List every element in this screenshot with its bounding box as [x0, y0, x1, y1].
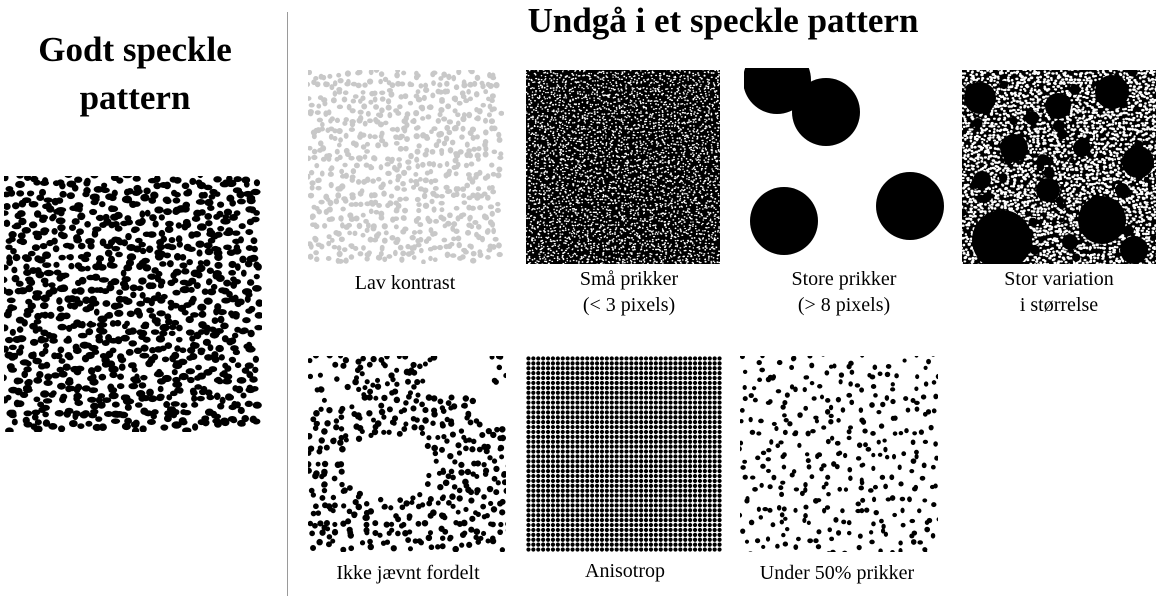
caption-small-dots: Små prikker (< 3 pixels) [524, 266, 734, 318]
caption-small-dots-line1: Små prikker [579, 268, 679, 290]
good-speckle-pattern-image [4, 176, 262, 432]
sparse-dots-pattern-image [740, 356, 938, 552]
size-variation-pattern-image [962, 70, 1156, 264]
caption-size-variation: Stor variation i størrelse [954, 266, 1156, 318]
caption-uneven: Ikke jævnt fordelt [303, 560, 513, 586]
caption-large-dots: Store prikker (> 8 pixels) [739, 266, 949, 318]
section-divider [287, 12, 288, 596]
small-dots-pattern-image [526, 70, 720, 264]
good-pattern-title: Godt speckle pattern [0, 26, 270, 122]
caption-anisotropic-line1: Anisotrop [585, 560, 665, 582]
caption-small-dots-line2: (< 3 pixels) [582, 294, 676, 316]
avoid-title: Undgå i et speckle pattern [527, 1, 919, 40]
good-pattern-title-line2: pattern [79, 78, 191, 117]
caption-size-variation-line2: i størrelse [1019, 294, 1099, 316]
anisotropic-pattern-image [526, 356, 722, 552]
caption-size-variation-line1: Stor variation [1004, 268, 1114, 290]
caption-anisotropic: Anisotrop [520, 558, 730, 584]
caption-large-dots-line2: (> 8 pixels) [797, 294, 891, 316]
uneven-distribution-pattern-image [308, 356, 506, 552]
caption-uneven-line1: Ikke jævnt fordelt [336, 562, 480, 584]
low-contrast-pattern-image [308, 70, 504, 264]
caption-low-contrast-line1: Lav kontrast [354, 272, 456, 294]
large-dots-pattern-image [744, 68, 944, 266]
caption-low-contrast: Lav kontrast [300, 270, 510, 296]
caption-sparse-line1: Under 50% prikker [759, 562, 915, 584]
caption-large-dots-line1: Store prikker [791, 268, 897, 290]
good-pattern-title-line1: Godt speckle [38, 30, 232, 69]
caption-sparse: Under 50% prikker [732, 560, 942, 586]
